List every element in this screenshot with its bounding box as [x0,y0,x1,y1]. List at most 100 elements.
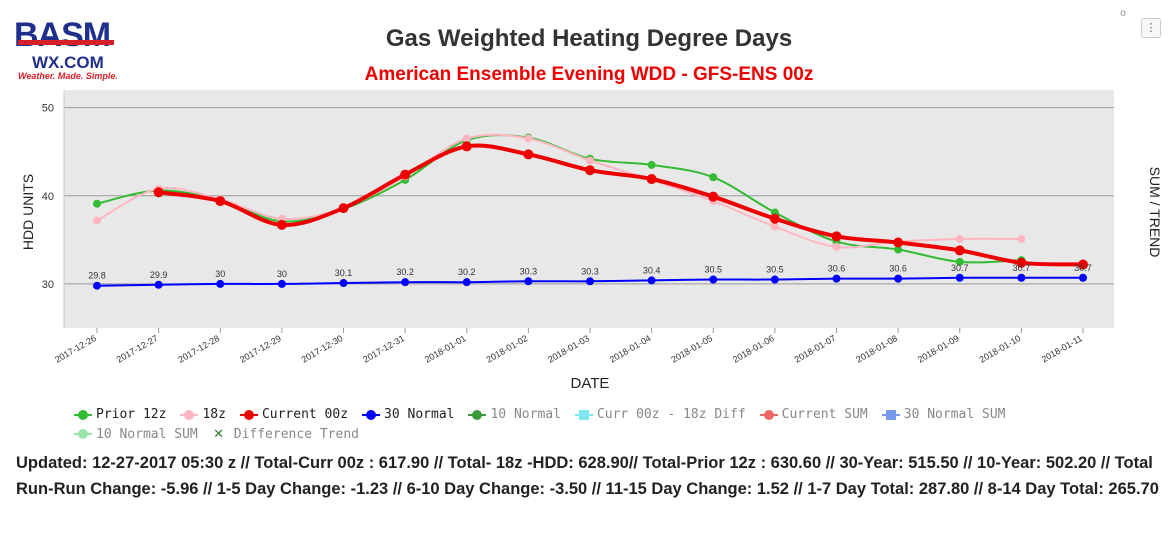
point-30-normal [524,277,533,286]
legend-marker [763,409,774,420]
point-current-00z [1016,257,1027,268]
legend-label: Curr 00z - 18z Diff [596,407,746,422]
legend-symbol-icon [239,409,258,421]
x-tick-label: 2018-01-03 [546,333,591,365]
legend-item-30-normal-sum[interactable]: 30 Normal SUM [881,406,1006,423]
legend-item-18z[interactable]: 18z [180,406,226,423]
legend-marker [366,409,377,420]
legend-label: Prior 12z [96,407,167,422]
point-current-00z [215,196,226,207]
legend-item-current-00z[interactable]: Current 00z [239,406,348,423]
legend-symbol-icon [74,428,92,440]
corner-mark: o [1120,8,1127,19]
legend-label: 18z [202,407,226,422]
legend-symbol-icon [759,409,778,421]
point-current-00z [769,213,780,224]
data-label: 30.3 [581,266,599,276]
x-tick-label: 2018-01-04 [608,333,653,365]
point-prior-12z [709,173,718,182]
data-label: 30.3 [520,266,538,276]
legend-label: Current SUM [781,407,868,422]
legend-item-30-normal[interactable]: 30 Normal [362,406,454,423]
data-label: 30.1 [335,268,353,278]
data-label: 30 [277,269,287,279]
legend-symbol-icon [574,409,593,421]
data-label: 30.2 [458,267,476,277]
data-label: 30.7 [1074,263,1092,273]
legend-symbol-icon [468,409,487,421]
x-tick-label: 2018-01-08 [854,333,899,365]
point-prior-12z [955,257,964,266]
series-30-normal [93,273,1087,290]
legend-marker [78,409,88,420]
point-30-normal [216,279,225,288]
y-tick-labels: 30 40 50 [42,103,54,291]
legend-marker [472,409,483,420]
legend: Prior 12z 18z Current 00z 30 Normal 10 Norma… [74,406,1154,445]
legend-marker: ✕ [213,423,224,442]
data-label: 30.2 [396,267,414,277]
x-tick-labels: 2017-12-26 2017-12-27 2017-12-28 2017-12-29… [53,328,1084,365]
summary-text: Updated: 12-27-2017 05:30 z // Total-Cur… [16,454,1159,498]
x-axis-title: DATE [571,375,610,392]
legend-label: 10 Normal SUM [96,426,198,442]
x-tick-label: 2018-01-01 [423,333,468,365]
point-30-normal [462,278,471,287]
point-18z [586,156,594,165]
legend-item-current-sum[interactable]: Current SUM [759,406,868,423]
data-label: 30.5 [766,265,784,275]
point-current-00z [523,149,534,160]
export-menu-button[interactable]: ⋮ [1141,18,1161,38]
chart-title: Gas Weighted Heating Degree Days [386,25,792,52]
legend-marker [885,409,896,420]
x-tick-label: 2017-12-31 [361,333,406,365]
point-18z [832,242,841,251]
y-tick-label: 50 [42,103,54,115]
point-30-normal [154,280,163,289]
legend-marker [78,429,88,439]
data-label: 30 [215,269,225,279]
point-current-00z [1078,259,1088,270]
data-label: 29.9 [150,270,168,280]
point-18z [462,134,471,143]
x-tick-label: 2018-01-06 [731,333,776,365]
point-30-normal [339,279,348,288]
data-label: 29.8 [88,271,106,281]
point-30-normal [709,275,718,284]
x-tick-label: 2018-01-02 [484,333,529,365]
x-tick-label: 2017-12-29 [238,333,283,365]
legend-item-curr-00z-18z-diff[interactable]: Curr 00z - 18z Diff [574,406,746,423]
legend-item-difference-trend[interactable]: ✕ Difference Trend [212,423,359,443]
legend-symbol-icon [180,409,199,421]
data-label: 30.5 [704,265,722,275]
legend-item-10-normal-sum[interactable]: 10 Normal SUM [74,426,198,443]
series-current-00z [153,141,1088,270]
point-18z [524,134,533,143]
legend-symbol-icon [881,409,900,421]
y2-axis-title: SUM / TREND [1147,167,1163,258]
y-axis-title: HDD UNITS [20,174,36,250]
legend-label: 10 Normal [490,407,561,422]
legend-symbol-icon [74,409,92,421]
point-18z [93,216,101,225]
point-30-normal [1079,273,1087,282]
data-label: 30.7 [1013,263,1031,273]
point-30-normal [1017,273,1026,282]
legend-label: 30 Normal SUM [903,407,1006,422]
legend-item-10-normal[interactable]: 10 Normal [468,406,561,423]
legend-label: 30 Normal [384,407,455,422]
logo-stripe [18,40,114,45]
point-current-00z [708,191,719,202]
basm-logo: BASM WX.COM Weather. Made. Simple. [14,18,122,82]
series-line-18z [96,133,1023,249]
legend-label: Difference Trend [233,426,359,442]
point-18z [1017,234,1026,243]
point-current-00z [831,231,842,242]
point-current-00z [153,187,164,198]
point-current-00z [646,174,657,185]
point-30-normal [277,279,286,288]
x-tick-label: 2018-01-10 [977,333,1022,365]
legend-item-prior-12z[interactable]: Prior 12z [74,406,166,423]
x-tick-label: 2017-12-27 [115,333,160,365]
